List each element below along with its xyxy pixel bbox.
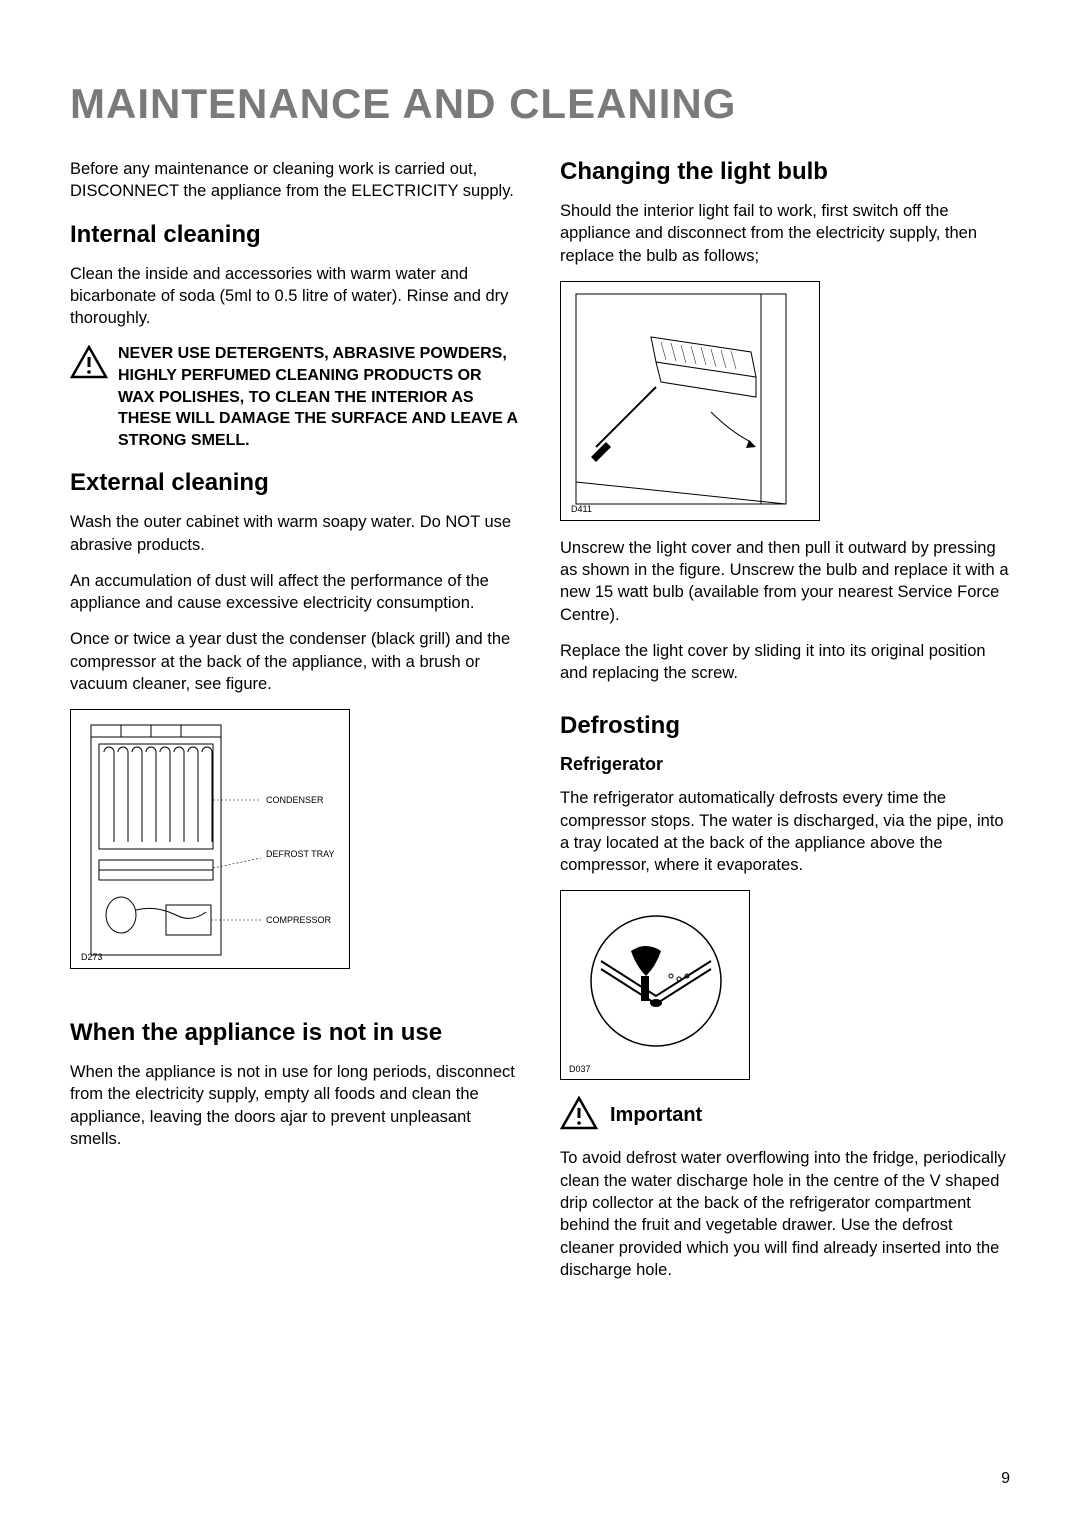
heading-defrosting: Defrosting — [560, 712, 1010, 740]
heading-changing-bulb: Changing the light bulb — [560, 158, 1010, 186]
not-in-use-p1: When the appliance is not in use for lon… — [70, 1061, 520, 1150]
left-column: Before any maintenance or cleaning work … — [70, 158, 520, 1295]
heading-not-in-use: When the appliance is not in use — [70, 1019, 520, 1047]
important-label: Important — [610, 1104, 702, 1127]
label-defrost-tray: DEFROST TRAY — [266, 850, 335, 859]
heading-internal-cleaning: Internal cleaning — [70, 221, 520, 249]
right-column: Changing the light bulb Should the inter… — [560, 158, 1010, 1295]
content-columns: Before any maintenance or cleaning work … — [70, 158, 1010, 1295]
warning-text: NEVER USE DETERGENTS, ABRASIVE POWDERS, … — [118, 343, 520, 451]
label-compressor: COMPRESSOR — [266, 915, 331, 925]
intro-text: Before any maintenance or cleaning work … — [70, 158, 520, 203]
warning-block: NEVER USE DETERGENTS, ABRASIVE POWDERS, … — [70, 343, 520, 451]
figure-id-d411: D411 — [571, 504, 592, 514]
figure-d037: D037 — [560, 890, 750, 1080]
defrost-p1: The refrigerator automatically defrosts … — [560, 787, 1010, 876]
important-p1: To avoid defrost water overflowing into … — [560, 1147, 1010, 1281]
external-p1: Wash the outer cabinet with warm soapy w… — [70, 511, 520, 556]
subheading-refrigerator: Refrigerator — [560, 754, 1010, 775]
important-block: Important — [560, 1096, 1010, 1135]
heading-external-cleaning: External cleaning — [70, 469, 520, 497]
warning-icon — [70, 345, 108, 451]
figure-d411: D411 — [560, 281, 820, 521]
bulb-p3: Replace the light cover by sliding it in… — [560, 640, 1010, 685]
bulb-p1: Should the interior light fail to work, … — [560, 200, 1010, 267]
figure-d273: CONDENSER DEFROST TRAY COMPRESSOR D273 — [70, 709, 350, 969]
page-number: 9 — [1001, 1470, 1010, 1488]
label-condenser: CONDENSER — [266, 795, 324, 805]
external-p2: An accumulation of dust will affect the … — [70, 570, 520, 615]
page-title: MAINTENANCE AND CLEANING — [70, 80, 1010, 128]
warning-icon — [560, 1096, 598, 1135]
figure-id-d037: D037 — [569, 1064, 591, 1074]
external-p3: Once or twice a year dust the condenser … — [70, 628, 520, 695]
bulb-p2: Unscrew the light cover and then pull it… — [560, 537, 1010, 626]
figure-id-d273: D273 — [81, 952, 103, 962]
internal-p1: Clean the inside and accessories with wa… — [70, 263, 520, 330]
